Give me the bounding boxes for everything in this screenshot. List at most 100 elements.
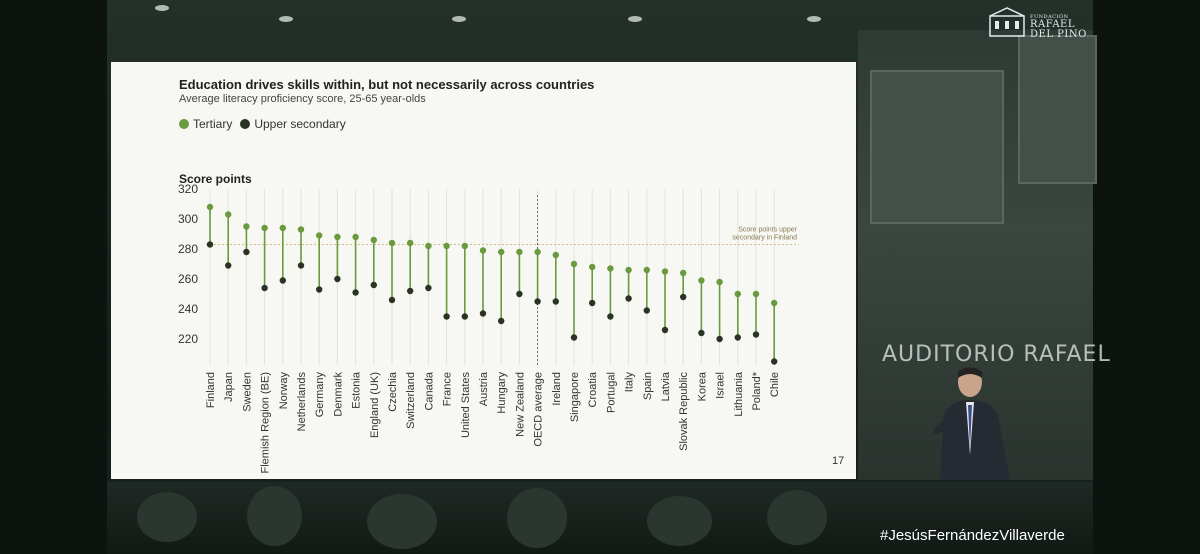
x-tick-label: Slovak Republic [678, 372, 690, 451]
tertiary-point [498, 248, 505, 256]
logo-text-line1: FUNDACIÓN [1030, 14, 1069, 20]
upper-secondary-point [388, 296, 396, 304]
x-tick-label: Germany [314, 372, 326, 418]
stage-screen [870, 70, 1004, 224]
upper-secondary-point [279, 277, 286, 284]
tertiary-point [206, 203, 214, 211]
upper-secondary-point [534, 298, 541, 305]
x-tick-label: Ireland [551, 372, 563, 406]
upper-secondary-point [370, 281, 377, 289]
tertiary-point [680, 269, 687, 277]
x-tick-label: Sweden [241, 372, 253, 412]
x-tick-label: Spain [642, 372, 654, 400]
x-tick-label: Lithuania [733, 371, 745, 417]
x-tick-label: Norway [278, 372, 290, 410]
y-tick-label: 240 [178, 302, 198, 316]
tertiary-point [316, 232, 323, 239]
x-tick-label: Israel [715, 372, 727, 399]
x-tick-label: Portugal [605, 372, 617, 413]
logo-text-line2: RAFAEL [1030, 19, 1075, 30]
tertiary-point [716, 278, 723, 286]
legend-item-tertiary: Tertiary [179, 117, 232, 131]
x-tick-label: Latvia [660, 371, 672, 401]
upper-secondary-point [461, 313, 468, 320]
upper-secondary-point [243, 248, 250, 256]
y-tick-label: 280 [178, 242, 198, 256]
upper-secondary-point [552, 298, 559, 305]
tertiary-point [388, 239, 396, 247]
upper-secondary-point [625, 295, 632, 302]
tertiary-point [243, 223, 250, 230]
x-tick-label: Czechia [387, 371, 399, 412]
tertiary-point [625, 266, 632, 274]
ceiling-light [807, 16, 821, 22]
upper-secondary-point [425, 284, 432, 292]
x-tick-label: Austria [478, 371, 490, 406]
y-tick-label: 300 [178, 212, 198, 226]
x-tick-label: Korea [696, 371, 708, 401]
upper-secondary-point [225, 262, 232, 269]
tertiary-point [352, 233, 359, 241]
upper-secondary-point [698, 329, 705, 337]
tertiary-point [297, 226, 305, 233]
tertiary-point [552, 251, 559, 259]
x-tick-label: OECD average [533, 372, 545, 447]
y-tick-label: 260 [178, 272, 198, 286]
ceiling-light [452, 16, 466, 22]
auditorium-sign: AUDITORIO RAFAEL [882, 342, 1111, 367]
x-tick-label: England (UK) [369, 372, 381, 438]
x-tick-label: Canada [423, 371, 435, 410]
tertiary-point [570, 260, 578, 268]
chart-title: Education drives skills within, but not … [179, 77, 595, 92]
x-tick-label: Netherlands [296, 372, 308, 432]
stage-background [858, 30, 1097, 480]
upper-secondary-point [334, 275, 341, 283]
x-tick-label: New Zealand [514, 372, 526, 437]
legend-swatch-tertiary [179, 119, 189, 129]
upper-secondary-point [352, 289, 359, 296]
x-tick-label: Finland [205, 372, 217, 408]
tertiary-point [479, 247, 487, 254]
legend-label-upper-secondary: Upper secondary [254, 117, 346, 131]
upper-secondary-point [498, 317, 505, 325]
stage-screen [1018, 35, 1097, 184]
upper-secondary-point [589, 299, 596, 307]
x-tick-label: France [442, 372, 454, 406]
tertiary-point [643, 266, 650, 274]
tertiary-point [225, 211, 232, 218]
upper-secondary-point [570, 334, 578, 341]
tertiary-point [407, 239, 414, 247]
reference-label-line2: secondary in Finland [732, 235, 797, 242]
tertiary-point [425, 242, 432, 250]
reference-label-line1: Score points upper [738, 227, 797, 234]
tertiary-point [607, 265, 614, 272]
legend-item-upper-secondary: Upper secondary [240, 117, 346, 131]
upper-secondary-point [407, 287, 414, 295]
hashtag: #JesúsFernándezVillaverde [880, 527, 1065, 544]
tertiary-point [443, 242, 450, 250]
tertiary-point [752, 290, 760, 298]
foundation-logo: FUNDACIÓN RAFAEL DEL PINO [988, 6, 1086, 42]
presentation-slide: Education drives skills within, but not … [111, 62, 856, 479]
x-tick-label: Singapore [569, 372, 581, 422]
ceiling-light [279, 16, 293, 22]
tertiary-point [534, 248, 541, 256]
x-tick-label: Switzerland [405, 372, 417, 429]
y-tick-label: 320 [178, 182, 198, 196]
page-number: 17 [832, 455, 845, 467]
tertiary-point [461, 242, 468, 250]
upper-secondary-point [643, 307, 650, 314]
upper-secondary-point [206, 241, 214, 248]
upper-secondary-point [716, 335, 723, 343]
x-tick-label: Japan [223, 372, 235, 402]
tertiary-point [334, 233, 341, 241]
x-tick-label: Estonia [351, 371, 363, 409]
chart-legend: Tertiary Upper secondary [179, 117, 354, 131]
upper-secondary-point [752, 331, 760, 338]
legend-label-tertiary: Tertiary [193, 117, 233, 131]
upper-secondary-point [661, 326, 669, 334]
building-icon [989, 7, 1025, 37]
x-tick-label: Chile [769, 372, 781, 397]
tertiary-point [698, 277, 705, 284]
upper-secondary-point [297, 262, 305, 269]
